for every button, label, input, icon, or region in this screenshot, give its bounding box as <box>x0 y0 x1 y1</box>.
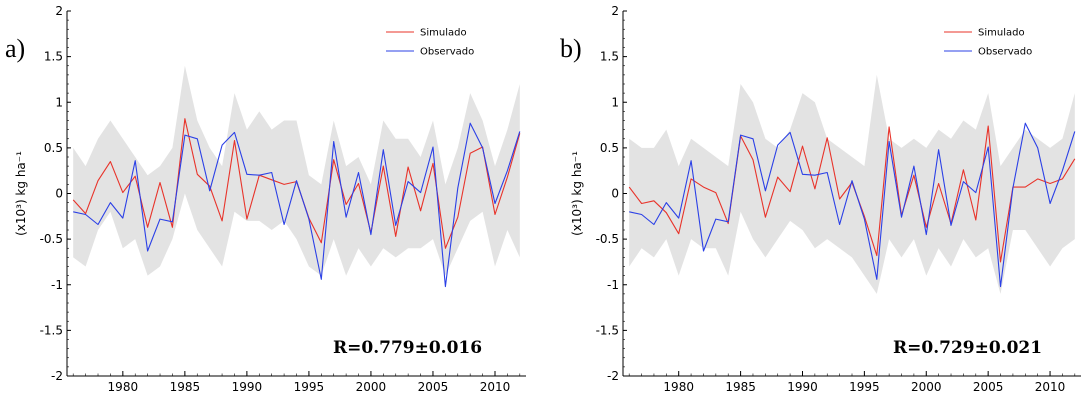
x-tick-label: 1995 <box>849 380 880 394</box>
series-line-observado <box>73 122 521 288</box>
x-tick-label: 2005 <box>973 380 1004 394</box>
y-tick-label: -2 <box>51 369 63 383</box>
y-tick-label: 0.5 <box>44 141 63 155</box>
y-tick-label: -1.5 <box>596 323 619 337</box>
x-tick-label: 2000 <box>356 380 387 394</box>
x-tick-label: 2000 <box>911 380 942 394</box>
legend-label: Observado <box>420 47 474 58</box>
y-tick-label: 1 <box>55 95 63 109</box>
y-tick-label: 1.5 <box>44 50 63 64</box>
y-tick-label: 1 <box>611 95 619 109</box>
correlation-annotation: R=0.779±0.016 <box>333 338 482 358</box>
x-tick-label: 2010 <box>1035 380 1066 394</box>
legend-label: Simulado <box>420 28 467 39</box>
series-line-observado <box>629 122 1076 288</box>
x-tick-label: 2010 <box>480 380 511 394</box>
x-tick-label: 1985 <box>725 380 756 394</box>
x-tick-label: 1990 <box>787 380 818 394</box>
y-axis-label: (x10³) kg ha⁻¹ <box>14 151 28 236</box>
uncertainty-band <box>629 74 1075 294</box>
y-axis-label: (x10³) kg ha⁻¹ <box>570 151 584 236</box>
y-tick-label: -1.5 <box>40 323 63 337</box>
y-tick-label: -1 <box>51 278 63 292</box>
x-tick-label: 2005 <box>418 380 449 394</box>
legend-label: Simulado <box>978 28 1025 39</box>
legend-label: Observado <box>978 47 1032 58</box>
panel-label: b) <box>560 34 582 63</box>
y-tick-label: 1.5 <box>600 50 619 64</box>
correlation-annotation: R=0.729±0.021 <box>893 338 1042 358</box>
x-tick-label: 1980 <box>108 380 139 394</box>
x-tick-label: 1980 <box>663 380 694 394</box>
y-tick-label: -0.5 <box>40 232 63 246</box>
chart-panel-a: -2 -1.5 -1 -0.5 0 0.5 1 1.5 2 1980 1985 1990 1995 200… <box>5 4 526 394</box>
y-tick-label: 2 <box>55 4 63 18</box>
x-tick-label: 1990 <box>232 380 263 394</box>
panel-label: a) <box>5 34 25 63</box>
y-tick-label: -1 <box>607 278 619 292</box>
y-tick-label: -0.5 <box>596 232 619 246</box>
y-tick-label: -2 <box>607 369 619 383</box>
y-tick-label: 2 <box>611 4 619 18</box>
x-tick-label: 1985 <box>170 380 201 394</box>
y-tick-label: 0.5 <box>600 141 619 155</box>
y-tick-label: 0 <box>611 187 619 201</box>
chart-panel-b: -2 -1.5 -1 -0.5 0 0.5 1 1.5 2 1980 1985 1990 1995 200… <box>560 4 1081 394</box>
x-tick-label: 1995 <box>294 380 325 394</box>
y-tick-label: 0 <box>55 187 63 201</box>
uncertainty-band <box>73 65 520 276</box>
